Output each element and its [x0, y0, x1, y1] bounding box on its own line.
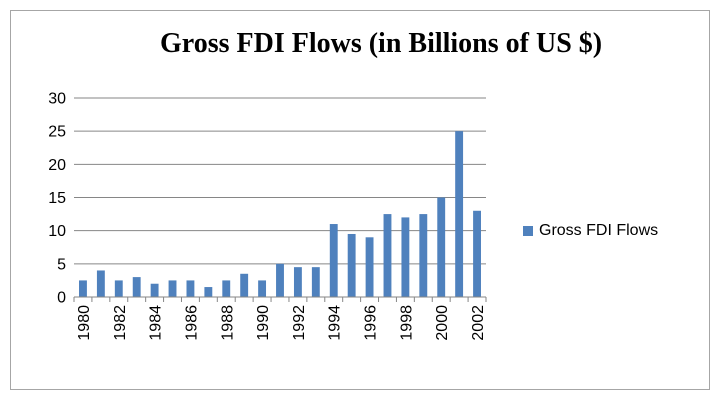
x-tick-label: 2000 — [434, 305, 451, 341]
y-tick-label: 15 — [48, 190, 66, 207]
bar — [311, 267, 320, 297]
y-tick-label: 5 — [57, 256, 66, 273]
bar — [132, 277, 141, 297]
bar — [114, 280, 123, 297]
bar — [258, 280, 267, 297]
bar — [186, 280, 195, 297]
bar — [347, 233, 356, 297]
bar — [437, 197, 446, 297]
y-tick-label: 30 — [48, 91, 66, 108]
chart-frame — [10, 10, 710, 390]
bar — [401, 217, 410, 297]
bar — [473, 210, 481, 297]
x-tick-labels: 1980 1982 1984 1986 1988 1990 1992 1994 1996 1998… — [76, 305, 487, 341]
bar — [204, 287, 213, 297]
legend-label: Gross FDI Flows — [539, 222, 659, 239]
bar — [455, 131, 464, 297]
x-tick-label: 2002 — [470, 305, 487, 341]
x-tick-label: 1992 — [291, 305, 308, 341]
bar — [329, 224, 338, 297]
x-tick-label: 1986 — [183, 305, 200, 341]
x-axis — [73, 296, 487, 302]
bar — [240, 273, 249, 297]
bar — [293, 267, 302, 297]
bar — [222, 280, 231, 297]
bar — [383, 214, 392, 297]
y-tick-label: 10 — [48, 223, 66, 240]
bar — [365, 237, 374, 297]
x-tick-label: 1988 — [219, 305, 236, 341]
bar — [96, 270, 105, 297]
y-tick-label: 25 — [48, 124, 66, 141]
x-tick-label: 1984 — [148, 305, 165, 341]
y-tick-label: 0 — [57, 290, 66, 307]
x-tick-label: 1980 — [76, 305, 93, 341]
x-tick-label: 1996 — [363, 305, 380, 341]
y-tick-label: 20 — [48, 157, 66, 174]
chart-title: Gross FDI Flows (in Billions of US $) — [160, 28, 603, 59]
legend: Gross FDI Flows — [523, 222, 658, 240]
bar — [276, 263, 284, 297]
x-tick-label: 1982 — [112, 305, 129, 341]
bar — [79, 280, 87, 297]
x-tick-label: 1990 — [255, 305, 272, 341]
gridlines — [74, 97, 486, 298]
bar — [168, 280, 177, 297]
bars — [79, 131, 481, 297]
x-tick-label: 1994 — [327, 305, 344, 341]
bar — [419, 214, 428, 297]
bar — [150, 283, 159, 297]
x-tick-label: 1998 — [398, 305, 415, 341]
y-tick-labels: 0 5 10 15 20 25 30 — [48, 91, 66, 307]
legend-swatch — [523, 226, 533, 236]
